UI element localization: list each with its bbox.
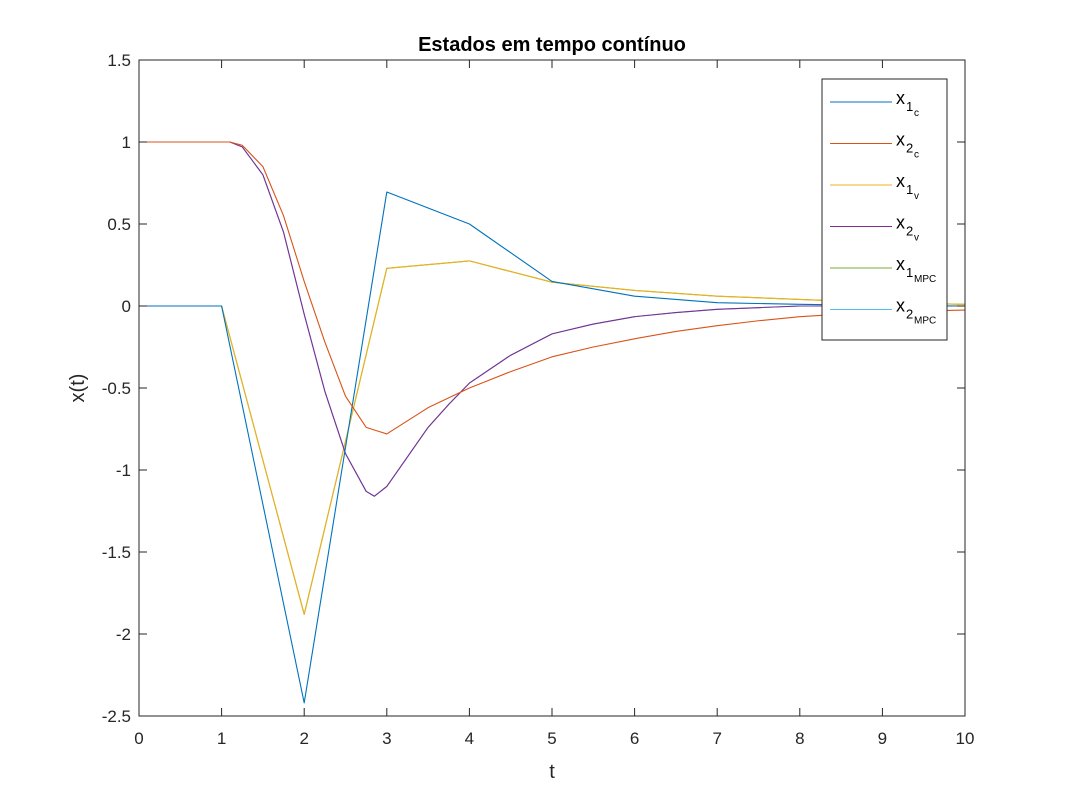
legend-label-subscript: 1 [906, 99, 913, 114]
legend-label-subscript: 1 [906, 265, 913, 280]
legend-item-x2MPC: x 2 MPC [830, 296, 936, 327]
legend-label: x [896, 254, 905, 274]
legend-label-subsubscript: c [914, 108, 919, 119]
y-tick-label: -1.5 [102, 543, 131, 562]
x-tick-label: 8 [795, 729, 804, 748]
y-tick-label: -2 [116, 625, 131, 644]
x-tick-label: 6 [630, 729, 639, 748]
x-tick-label: 3 [382, 729, 391, 748]
x-tick-label: 9 [878, 729, 887, 748]
y-tick-label: 1.5 [107, 51, 131, 70]
x-axis-ticks: 0 1 2 3 4 5 6 7 8 9 10 [134, 60, 974, 748]
legend-label-subscript: 1 [906, 182, 913, 197]
legend-item-x1MPC: x 1 MPC [830, 254, 936, 285]
series-line-x2c [139, 141, 966, 435]
legend-label: x [896, 296, 905, 316]
x-axis-label: t [549, 761, 555, 783]
series-line-x2v [139, 141, 965, 497]
x-tick-label: 7 [712, 729, 721, 748]
legend-box [821, 78, 948, 341]
legend-label-subscript: 2 [906, 141, 913, 156]
x-tick-label: 0 [134, 729, 143, 748]
x-tick-label: 2 [299, 729, 308, 748]
y-axis-label: x(t) [67, 374, 89, 403]
y-tick-label: -0.5 [102, 379, 131, 398]
legend-label-subscript: 2 [906, 224, 913, 239]
y-axis-ticks: -2.5 -2 -1.5 -1 -0.5 0 0.5 1 1.5 [102, 51, 965, 726]
x-tick-label: 10 [956, 729, 975, 748]
legend-label-subsubscript: MPC [914, 316, 936, 327]
legend-label-subscript: 2 [906, 307, 913, 322]
legend-label-subsubscript: MPC [914, 274, 936, 285]
x-tick-label: 5 [547, 729, 556, 748]
legend-label: x [896, 171, 905, 191]
y-tick-label: -1 [116, 461, 131, 480]
legend-label: x [896, 130, 905, 150]
legend-label-subsubscript: v [914, 233, 919, 244]
series-layer [139, 141, 966, 704]
y-tick-label: 1 [122, 133, 131, 152]
y-tick-label: -2.5 [102, 707, 131, 726]
y-tick-label: 0.5 [107, 215, 131, 234]
legend-label-subsubscript: c [914, 150, 919, 161]
x-tick-label: 4 [465, 729, 474, 748]
legend-label: x [896, 213, 905, 233]
y-tick-label: 0 [122, 297, 131, 316]
legend-label-subsubscript: v [914, 191, 919, 202]
legend-label: x [896, 88, 905, 108]
chart-title: Estados em tempo contínuo [418, 34, 686, 56]
x-tick-label: 1 [217, 729, 226, 748]
